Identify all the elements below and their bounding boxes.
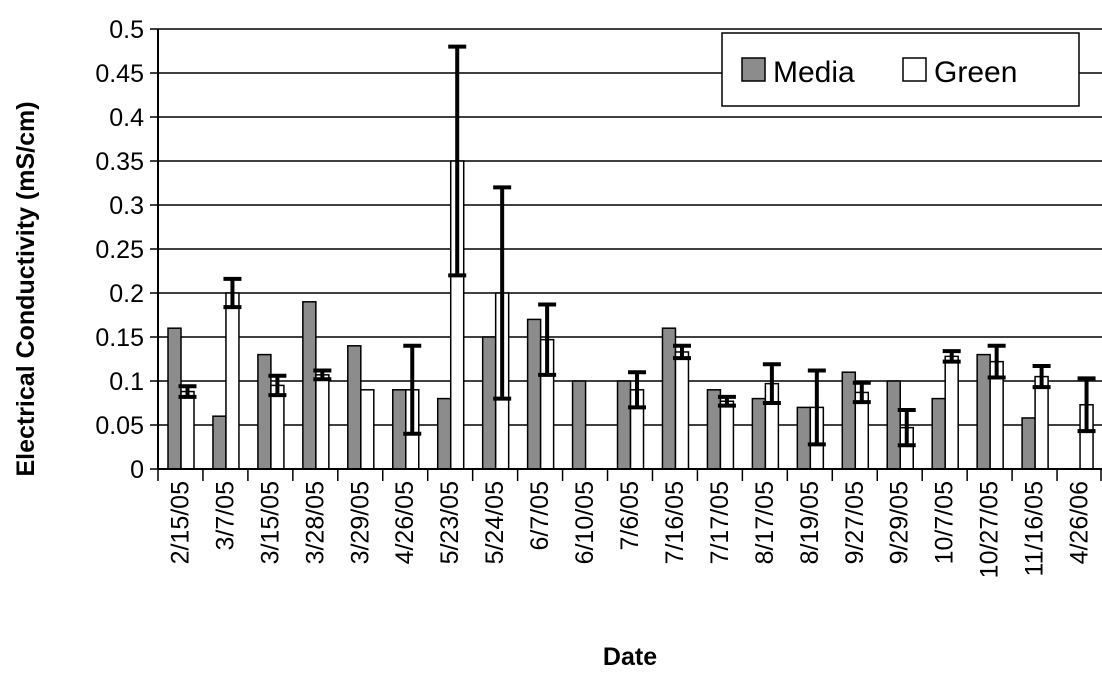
y-tick-label: 0.45 <box>95 60 144 88</box>
x-tick-label: 6/7/05 <box>526 481 554 551</box>
bar-media <box>347 345 362 470</box>
bar-green <box>360 389 375 470</box>
bar-media <box>212 415 227 470</box>
bar-media <box>661 327 677 470</box>
x-tick-label: 3/28/05 <box>301 481 329 564</box>
bar-green <box>225 292 240 470</box>
bar-green <box>1034 375 1049 470</box>
y-tick-label: 0.3 <box>109 192 144 220</box>
y-tick-label: 0.5 <box>109 16 144 44</box>
x-tick-label: 6/10/05 <box>571 481 599 564</box>
legend-label-media: Media <box>773 56 855 89</box>
x-tick-label: 7/16/05 <box>661 481 689 564</box>
legend-swatch-green <box>902 57 927 82</box>
bar-green <box>674 351 690 470</box>
y-tick-label: 0.05 <box>95 412 144 440</box>
bar-media <box>1021 417 1036 470</box>
y-axis-title: Electrical Conductivity (mS/cm) <box>12 101 40 476</box>
x-tick-label: 8/19/05 <box>796 481 824 564</box>
bar-media <box>706 389 722 470</box>
x-tick-label: 11/16/05 <box>1021 481 1049 576</box>
y-tick-label: 0 <box>130 456 144 484</box>
x-tick-label: 2/15/05 <box>166 481 194 564</box>
bar-media <box>481 336 497 470</box>
bar-media <box>526 318 542 470</box>
y-tick-labels: 0 0.05 0.1 0.15 0.2 0.25 0.3 0.35 0.4 0.45 0.5 <box>95 16 144 484</box>
x-axis-title: Date <box>603 643 657 671</box>
y-tick-label: 0.1 <box>109 368 144 396</box>
bar-media <box>841 371 857 470</box>
bar-green <box>719 400 735 470</box>
x-tick-label: 3/7/05 <box>211 481 239 551</box>
bar-media <box>886 380 901 470</box>
bar-media <box>931 397 946 470</box>
bar-green <box>270 384 285 470</box>
axes <box>150 28 1102 481</box>
bar-media <box>751 397 767 470</box>
y-tick-label: 0.2 <box>109 280 144 308</box>
y-tick-label: 0.4 <box>109 104 144 132</box>
bar-green <box>315 374 330 470</box>
x-tick-label: 9/29/05 <box>886 481 914 564</box>
x-tick-label: 7/6/05 <box>616 481 644 551</box>
bar-media <box>796 406 812 470</box>
legend-box <box>721 32 1080 107</box>
y-tick-label: 0.15 <box>95 324 144 352</box>
bar-green <box>944 355 959 470</box>
x-tick-label: 3/29/05 <box>346 481 374 564</box>
bar-media <box>571 380 587 470</box>
x-tick-labels: 2/15/05 3/7/05 3/15/05 3/28/05 3/29/05 4/26/0… <box>166 481 1093 578</box>
bar-media <box>976 353 991 470</box>
x-tick-label: 4/26/05 <box>391 481 419 564</box>
y-tick-label: 0.35 <box>95 148 144 176</box>
bars <box>167 160 1094 470</box>
x-tick-label: 4/26/06 <box>1066 481 1094 564</box>
bar-green <box>180 390 195 470</box>
x-tick-label: 3/15/05 <box>256 481 284 564</box>
y-tick-label: 0.25 <box>95 236 144 264</box>
bar-media <box>257 353 272 470</box>
x-tick-label: 10/7/05 <box>931 481 959 564</box>
legend-swatch-media <box>741 57 766 82</box>
x-tick-label: 10/27/05 <box>976 481 1004 578</box>
x-tick-label: 9/27/05 <box>841 481 869 564</box>
x-tick-label: 8/17/05 <box>751 481 779 564</box>
error-bars <box>178 44 1096 448</box>
bar-media <box>436 397 452 470</box>
bar-media <box>392 389 407 470</box>
bar-media <box>302 301 317 470</box>
legend-label-green: Green <box>934 56 1017 89</box>
legend: Media Green <box>721 32 1080 107</box>
x-tick-label: 5/23/05 <box>436 481 464 564</box>
x-tick-label: 7/17/05 <box>706 481 734 564</box>
x-tick-label: 5/24/05 <box>481 481 509 564</box>
bar-media <box>616 380 632 470</box>
